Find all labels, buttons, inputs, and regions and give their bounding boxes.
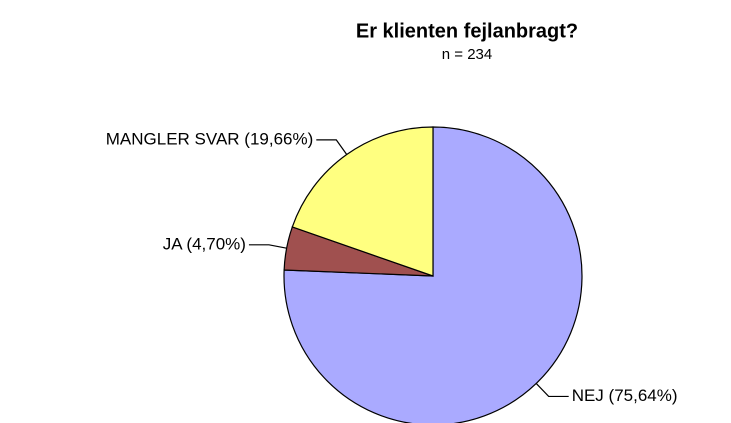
leader-line: [248, 244, 287, 249]
pie-slice: [291, 126, 434, 277]
slice-label: NEJ (75,64%): [572, 386, 678, 405]
chart-title: Er klienten fejlanbragt?: [356, 20, 578, 42]
chart-subtitle: n = 234: [442, 46, 492, 63]
leader-line: [316, 139, 348, 155]
slice-label: JA (4,70%): [163, 234, 246, 253]
leader-line: [535, 383, 569, 398]
slice-label: MANGLER SVAR (19,66%): [106, 129, 314, 148]
